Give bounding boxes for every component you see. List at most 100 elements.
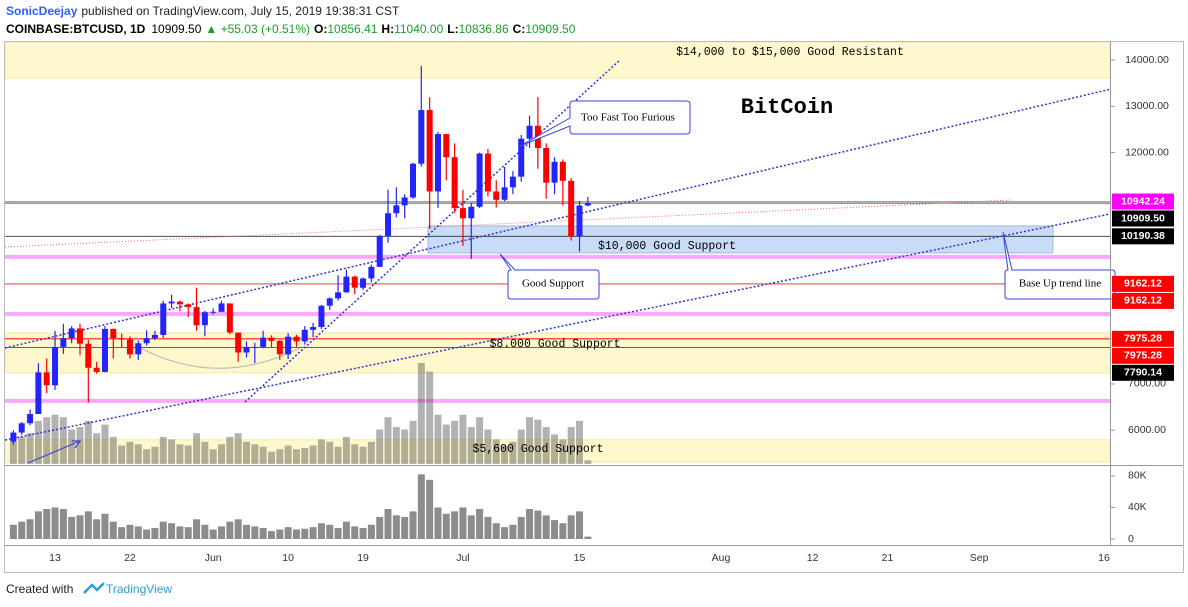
volume-bar: [342, 521, 350, 539]
y-tick-label: 7000.00: [1128, 378, 1166, 390]
price-label: 7790.14: [1124, 367, 1162, 379]
candle-body: [210, 311, 217, 313]
volume-bar: [68, 516, 76, 539]
volume-overlay-bar: [401, 429, 409, 464]
candle-body: [376, 235, 383, 267]
volume-tick-label: 0: [1128, 533, 1134, 545]
candle-body: [293, 336, 300, 342]
volume-bar: [542, 515, 550, 539]
candle-body: [268, 337, 275, 341]
author[interactable]: SonicDeejay: [6, 4, 78, 18]
volume-pane: [9, 474, 592, 539]
volume-overlay-bar: [434, 414, 442, 464]
x-tick-label: 15: [574, 552, 586, 564]
candle-body: [101, 328, 108, 372]
volume-overlay-bar: [59, 417, 67, 464]
header-line-2: COINBASE:BTCUSD, 1D 10909.50 ▲ +55.03 (+0.…: [6, 22, 576, 36]
candle-body: [501, 187, 508, 200]
callout-box: [519, 100, 691, 147]
volume-overlay-bar: [184, 445, 192, 464]
volume-bar: [126, 524, 134, 539]
volume-bar: [559, 523, 567, 539]
candle-body: [551, 161, 558, 183]
candle-body: [518, 138, 525, 177]
volume-bar: [492, 523, 500, 539]
footer-text: Created with: [6, 582, 73, 596]
candle-body: [343, 276, 350, 293]
candle-body: [468, 206, 475, 219]
volume-bar: [59, 509, 67, 539]
candle-body: [243, 347, 250, 353]
trend-line: [5, 88, 1110, 349]
volume-bar: [26, 519, 34, 539]
ohlc-value: 10909.50: [525, 22, 575, 36]
candle-body: [52, 346, 59, 386]
candle-body: [493, 191, 500, 200]
volume-bar: [134, 526, 142, 539]
volume-bar: [551, 520, 559, 539]
volume-overlay-bar: [567, 427, 575, 464]
candle-body: [426, 110, 433, 192]
candle-body: [318, 305, 325, 328]
candle-body: [410, 163, 416, 198]
x-tick-label: 10: [282, 552, 294, 564]
candle-body: [301, 329, 308, 342]
candle-body: [143, 338, 150, 344]
volume-overlay-bar: [101, 424, 109, 464]
candle-body: [418, 110, 425, 164]
y-tick-label: 12000.00: [1125, 146, 1169, 158]
volume-bar: [51, 507, 59, 539]
candle-body: [434, 134, 441, 192]
ohlc-label: C:: [513, 22, 526, 36]
volume-bar: [509, 524, 517, 539]
volume-overlay-bar: [93, 433, 101, 464]
axes: 10942.24 10909.50 10190.38 9162.12 9162.12 79…: [49, 54, 1174, 564]
volume-overlay-bar: [309, 445, 317, 464]
candle-body: [484, 153, 491, 192]
price-label: 7975.28: [1124, 333, 1162, 345]
volume-overlay-bar: [243, 441, 250, 464]
volume-bar: [93, 519, 101, 539]
footer-brand[interactable]: TradingView: [106, 582, 172, 596]
x-tick-label: 19: [357, 552, 369, 564]
price-label-box: [1112, 347, 1174, 364]
callout-box: [499, 253, 600, 300]
volume-overlay-bar: [534, 419, 542, 464]
zone: [5, 439, 1110, 463]
candle-body: [509, 176, 516, 188]
candle-body: [326, 298, 333, 306]
candle-body: [235, 332, 242, 353]
volume-bar: [168, 523, 176, 539]
volume-overlay-bar: [551, 434, 559, 464]
candle-body: [260, 337, 267, 347]
volume-bar: [276, 529, 284, 539]
volume-bar: [159, 521, 167, 539]
volume-bar: [209, 529, 217, 539]
price-label: 9162.12: [1124, 278, 1162, 290]
candle-body: [10, 432, 17, 442]
volume-overlay-bar: [467, 427, 475, 464]
volume-overlay-bar: [118, 445, 126, 464]
volume-bar: [326, 524, 334, 539]
volume-overlay-bar: [409, 420, 417, 464]
support-zone-label: $10,000 Good Support: [598, 240, 736, 253]
volume-overlay-bar: [317, 439, 325, 464]
candle-body: [226, 303, 233, 333]
volume-overlay-bar: [234, 433, 242, 464]
x-tick-label: Jun: [205, 552, 222, 564]
price-label: 9162.12: [1124, 295, 1162, 307]
candle-body: [201, 312, 208, 326]
candle-body: [568, 180, 575, 237]
callout: Good Support: [499, 253, 600, 300]
support-zone: [427, 225, 1054, 254]
drawings: [5, 59, 1110, 464]
volume-overlay: [9, 363, 592, 464]
candle-body: [193, 307, 200, 326]
price-label-box: [1112, 275, 1174, 292]
volume-bar: [451, 511, 459, 539]
volume-overlay-bar: [517, 429, 525, 464]
volume-overlay-bar: [18, 436, 26, 464]
volume-bar: [76, 515, 84, 539]
candle-body: [151, 334, 158, 339]
volume-overlay-bar: [267, 451, 275, 464]
